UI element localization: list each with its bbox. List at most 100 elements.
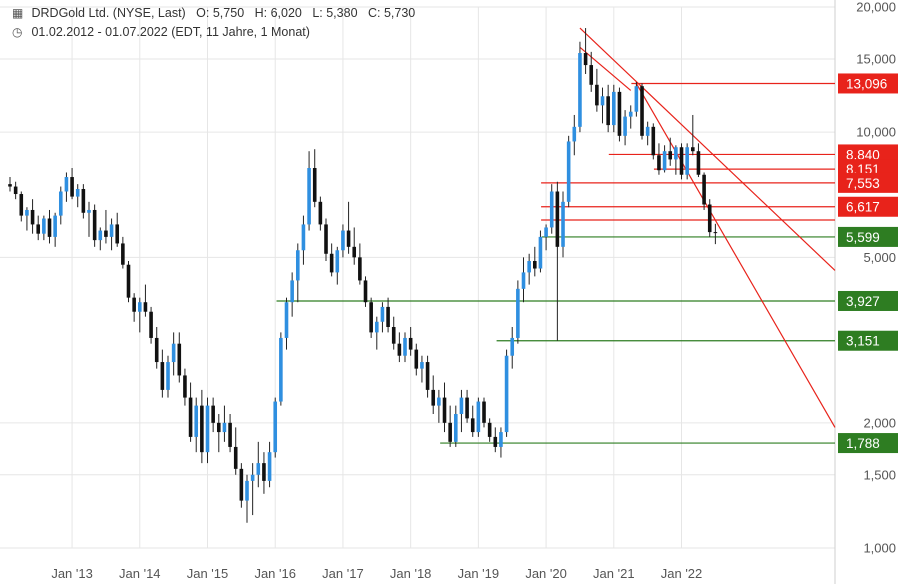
candle-body xyxy=(482,401,486,423)
candle-body xyxy=(171,343,176,363)
candle-body xyxy=(312,168,317,202)
price-badge-label: 7,553 xyxy=(846,176,880,191)
candle-body xyxy=(662,151,667,171)
candle-body xyxy=(273,401,278,453)
date-range: 01.02.2012 - 01.07.2022 xyxy=(31,25,168,39)
candle-body xyxy=(685,147,689,175)
candle-body xyxy=(612,91,616,126)
candle-body xyxy=(657,155,661,171)
candle-body xyxy=(572,126,577,142)
candle-body xyxy=(341,230,345,251)
candle-body xyxy=(651,126,656,156)
candle-body xyxy=(499,432,503,447)
price-badge xyxy=(838,172,898,193)
candle-body xyxy=(555,191,560,247)
candle-body xyxy=(437,397,441,406)
candle-body xyxy=(696,151,701,175)
candle-body xyxy=(459,397,464,415)
candle-body xyxy=(126,264,131,298)
candle-body xyxy=(583,53,588,66)
candle-body xyxy=(256,463,261,475)
close-value: 5,730 xyxy=(383,6,416,20)
chart-range-line: ◷ 01.02.2012 - 01.07.2022 (EDT, 11 Jahre… xyxy=(12,25,310,39)
candle-body xyxy=(397,343,402,356)
x-tick-label: Jan '14 xyxy=(119,566,161,581)
candle-body xyxy=(374,321,379,333)
candle-body xyxy=(194,405,199,437)
candle-body xyxy=(465,397,469,419)
price-badge xyxy=(838,290,898,311)
candle-body xyxy=(211,405,215,423)
instrument-name: DRDGold Ltd. xyxy=(31,6,110,20)
candle-body xyxy=(431,389,436,406)
candle-body xyxy=(183,375,187,398)
candle-body xyxy=(166,362,170,390)
candle-body xyxy=(617,91,622,136)
candle-body xyxy=(47,218,52,237)
candle-body xyxy=(674,147,678,160)
candle-body xyxy=(679,147,684,175)
candle-body xyxy=(702,174,706,205)
candle-body xyxy=(301,224,306,251)
exchange-label: (NYSE, Last) xyxy=(112,6,186,20)
candle-body xyxy=(30,209,35,225)
candle-body xyxy=(36,224,41,234)
candle-body xyxy=(87,209,91,213)
high-label: H: xyxy=(254,6,268,20)
clock-icon: ◷ xyxy=(12,25,23,39)
price-badge xyxy=(838,226,898,247)
candle-body xyxy=(121,243,125,265)
candle-body xyxy=(279,337,283,402)
candle-body xyxy=(188,397,193,437)
low-label: L: xyxy=(312,6,323,20)
y-tick-label: 2,000 xyxy=(863,415,896,430)
candle-body xyxy=(493,436,498,447)
high-value: 6,020 xyxy=(270,6,302,20)
candle-body xyxy=(64,177,69,192)
candle-body xyxy=(307,168,311,225)
candle-body xyxy=(75,189,80,197)
candle-body xyxy=(549,191,554,228)
candle-body xyxy=(98,230,103,241)
candle-body xyxy=(143,302,148,312)
x-tick-label: Jan '21 xyxy=(593,566,635,581)
candle-body xyxy=(19,194,24,216)
open-value: 5,750 xyxy=(212,6,245,20)
candle-body xyxy=(346,230,351,247)
candle-body xyxy=(216,422,221,433)
candle-body xyxy=(403,337,407,356)
candle-body xyxy=(70,177,74,197)
price-badge xyxy=(838,73,898,94)
candle-body xyxy=(386,306,390,327)
candle-body xyxy=(414,349,419,369)
candle-body xyxy=(538,236,543,269)
candle-body xyxy=(645,126,650,136)
candle-body xyxy=(262,463,266,481)
candle-body xyxy=(239,468,244,501)
x-tick-label: Jan '22 xyxy=(661,566,703,581)
candle-body xyxy=(335,250,340,273)
x-tick-label: Jan '17 xyxy=(322,566,364,581)
open-label: O: xyxy=(196,6,210,20)
x-tick-label: Jan '15 xyxy=(187,566,229,581)
candle-body xyxy=(115,224,120,244)
x-tick-label: Jan '13 xyxy=(51,566,93,581)
candle-body xyxy=(363,280,368,303)
price-badge-label: 1,788 xyxy=(846,436,880,451)
y-tick-label: 5,000 xyxy=(863,250,896,265)
price-badge xyxy=(838,433,898,454)
candle-body xyxy=(13,186,18,195)
candle-body xyxy=(318,201,323,225)
candle-body xyxy=(132,297,136,312)
price-badge xyxy=(838,330,898,351)
candle-body xyxy=(149,311,153,338)
candle-body xyxy=(228,422,232,447)
candle-body xyxy=(668,151,673,160)
candle-body xyxy=(324,224,328,254)
candle-body xyxy=(104,230,108,237)
chart-header: ▦ DRDGold Ltd. (NYSE, Last) O: 5,750 H: … xyxy=(12,6,415,20)
candle-body xyxy=(578,53,582,127)
trend-line xyxy=(579,27,836,271)
candle-body xyxy=(391,326,396,344)
